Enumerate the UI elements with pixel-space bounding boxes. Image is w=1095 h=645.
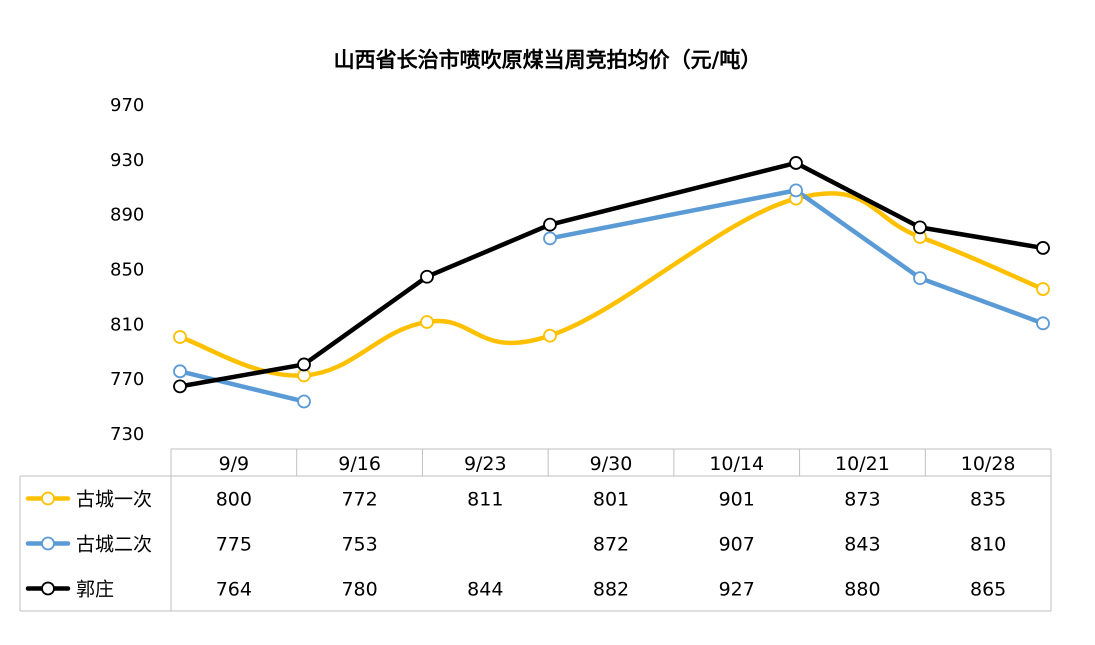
data-point	[173, 379, 187, 394]
data-label: 775	[216, 534, 252, 556]
y-tick-label: 970	[110, 95, 144, 116]
data-point	[420, 269, 434, 284]
data-point	[173, 364, 187, 379]
data-point	[297, 357, 311, 372]
legend-key-marker	[41, 581, 55, 596]
data-label: 810	[970, 534, 1006, 556]
data-label: 927	[719, 579, 755, 601]
data-point	[543, 328, 557, 343]
data-label: 753	[341, 534, 377, 556]
data-label: 764	[216, 579, 252, 601]
chart-title: 山西省长治市喷吹原煤当周竞拍均价（元/吨）	[333, 48, 762, 72]
data-point	[543, 217, 557, 232]
data-point	[913, 271, 927, 285]
data-label: 835	[970, 489, 1006, 511]
category-label: 9/23	[464, 453, 507, 475]
legend-series-name: 郭庄	[76, 579, 114, 601]
data-table: 9/9 9/16 9/23 9/30 10/14 10/21 10/28 古城一次 800 772…	[19, 448, 1052, 612]
data-point	[543, 231, 557, 246]
series-line	[177, 191, 1046, 378]
data-point	[1036, 316, 1050, 331]
y-tick-label: 770	[110, 369, 144, 390]
category-label: 10/28	[961, 453, 1016, 475]
data-label: 811	[467, 489, 503, 511]
data-label: 882	[593, 579, 629, 601]
series-line	[177, 369, 307, 404]
category-label: 9/16	[338, 453, 381, 475]
data-label: 907	[719, 534, 755, 556]
data-point	[789, 156, 803, 170]
legend-key-marker	[41, 491, 55, 506]
series-points	[173, 156, 1050, 409]
category-label: 10/14	[709, 453, 764, 475]
data-label: 844	[467, 579, 503, 601]
data-point	[420, 315, 434, 329]
data-label: 873	[844, 489, 880, 511]
legend-series-name: 古城二次	[76, 534, 152, 556]
data-label: 880	[844, 579, 880, 601]
y-tick-label: 730	[110, 424, 144, 445]
data-point	[297, 394, 311, 409]
data-label: 800	[216, 489, 252, 511]
data-point	[913, 220, 927, 235]
legend-key-marker	[41, 536, 55, 551]
data-point	[789, 183, 803, 198]
data-label: 901	[719, 489, 755, 511]
category-label: 9/9	[219, 453, 250, 475]
category-label: 9/30	[590, 453, 633, 475]
y-tick-label: 850	[110, 260, 144, 281]
data-label: 801	[593, 489, 629, 511]
data-label: 843	[844, 534, 880, 556]
data-label: 865	[970, 579, 1006, 601]
data-label: 780	[341, 579, 377, 601]
data-label: 772	[341, 489, 377, 511]
series-line	[547, 188, 1046, 326]
legend-series-name: 古城一次	[76, 489, 152, 511]
y-tick-label: 930	[110, 150, 144, 171]
data-point	[1036, 241, 1050, 255]
data-point	[173, 330, 187, 344]
data-point	[1036, 282, 1050, 296]
category-label: 10/21	[835, 453, 890, 475]
y-tick-label: 810	[110, 314, 144, 335]
data-label: 872	[593, 534, 629, 556]
y-tick-label: 890	[110, 205, 144, 226]
y-axis: 730 770 810 850 890 930 970	[110, 95, 144, 445]
